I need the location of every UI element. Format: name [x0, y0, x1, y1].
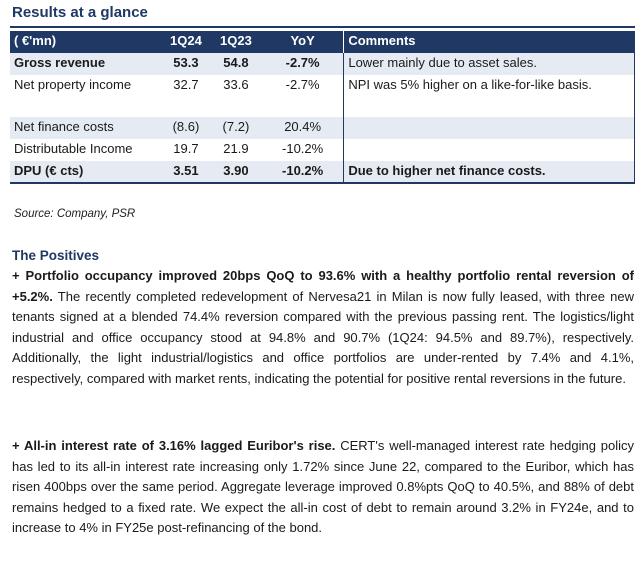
cell-comment: Lower mainly due to asset sales.	[343, 53, 635, 75]
header-1q24: 1Q24	[161, 31, 210, 53]
paragraph-body: CERT's well-managed interest rate hedgin…	[12, 438, 634, 535]
cell-comment	[343, 117, 635, 139]
cell-1q24: 53.3	[173, 55, 199, 70]
paragraph-interest-rate: + All-in interest rate of 3.16% lagged E…	[12, 436, 634, 539]
header-yoy: YoY	[261, 31, 344, 53]
cell-yoy: 20.4%	[284, 119, 322, 134]
paragraph-lead: + All-in interest rate of 3.16% lagged E…	[12, 438, 336, 453]
cell-comment	[343, 139, 635, 161]
cell-comment: NPI was 5% higher on a like-for-like bas…	[343, 75, 635, 117]
header-comments: Comments	[343, 31, 635, 53]
cell-1q24: (8.6)	[172, 119, 200, 134]
cell-yoy: -10.2%	[282, 141, 324, 156]
cell-1q24: 3.51	[161, 161, 210, 184]
table-row: Net property income 32.7 33.6 -2.7% NPI …	[10, 75, 635, 117]
cell-1q23: (7.2)	[222, 119, 250, 134]
title-divider	[10, 26, 635, 28]
table-row: Gross revenue 53.3 54.8 -2.7% Lower main…	[10, 53, 635, 75]
row-label: Gross revenue	[14, 55, 106, 70]
row-label: DPU (€ cts)	[10, 161, 162, 184]
cell-1q23: 3.90	[209, 161, 262, 184]
cell-1q23: 21.9	[223, 141, 249, 156]
header-unit: ( €'mn)	[10, 31, 162, 53]
row-label: Net property income	[14, 77, 132, 92]
table-row: Distributable Income 19.7 21.9 -10.2%	[10, 139, 635, 161]
cell-yoy: -2.7%	[285, 55, 320, 70]
cell-yoy: -2.7%	[285, 77, 320, 92]
row-label: Net finance costs	[14, 119, 114, 134]
paragraph-occupancy: + Portfolio occupancy improved 20bps QoQ…	[12, 266, 634, 389]
paragraph-body: The recently completed redevelopment of …	[12, 288, 634, 386]
source-note: Source: Company, PSR	[14, 208, 136, 220]
header-1q23: 1Q23	[209, 31, 262, 53]
page-title: Results at a glance	[12, 4, 148, 21]
paragraph-lead: + Portfolio occupancy improved 20bps QoQ…	[12, 268, 634, 304]
cell-1q23: 33.6	[223, 77, 249, 92]
cell-1q24: 32.7	[173, 77, 199, 92]
row-label: Distributable Income	[14, 141, 133, 156]
cell-yoy: -10.2%	[261, 161, 344, 184]
table-header-row: ( €'mn) 1Q24 1Q23 YoY Comments	[10, 31, 635, 53]
cell-1q23: 54.8	[223, 55, 249, 70]
cell-comment: Due to higher net finance costs.	[343, 161, 635, 184]
section-title-positives: The Positives	[12, 248, 100, 263]
cell-1q24: 19.7	[173, 141, 199, 156]
table-row: Net finance costs (8.6) (7.2) 20.4%	[10, 117, 635, 139]
table-row: DPU (€ cts) 3.51 3.90 -10.2% Due to high…	[10, 161, 635, 184]
results-table: ( €'mn) 1Q24 1Q23 YoY Comments Gross rev…	[10, 31, 635, 184]
